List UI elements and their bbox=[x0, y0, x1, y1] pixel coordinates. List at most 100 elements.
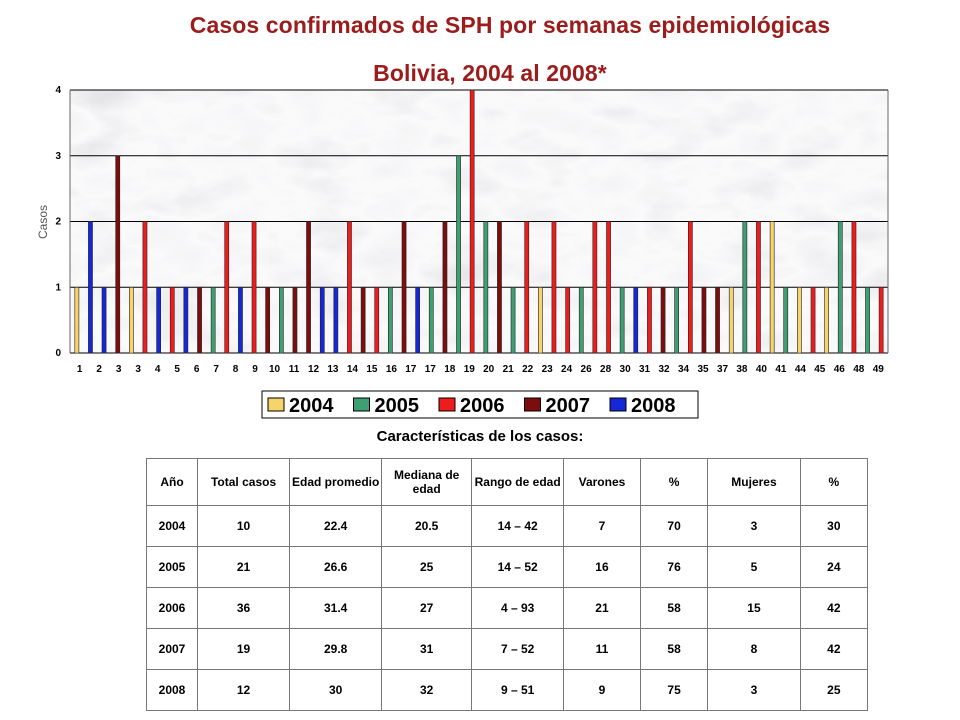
bar-2006 bbox=[524, 221, 530, 354]
table-row: 2008 12 30 32 9 – 51 9 75 3 25 bbox=[146, 669, 869, 711]
table-cell: 30 bbox=[289, 669, 383, 711]
table-cell: 25 bbox=[799, 669, 869, 711]
x-tick-label: 4 bbox=[155, 364, 161, 375]
bar-2008 bbox=[633, 286, 639, 354]
legend-label-2006: 2006 bbox=[460, 395, 505, 417]
x-tick-label: 5 bbox=[174, 364, 180, 375]
bar-2006 bbox=[169, 286, 175, 354]
table-cell: 20.5 bbox=[381, 505, 473, 547]
bar-2008 bbox=[415, 286, 421, 354]
x-tick-label: 12 bbox=[308, 364, 320, 375]
x-tick-label: 32 bbox=[658, 364, 670, 375]
table-cell: 36 bbox=[196, 587, 291, 629]
table-cell: 14 – 52 bbox=[471, 546, 565, 588]
table-header-cell: Total casos bbox=[196, 458, 291, 506]
bar-2005 bbox=[278, 286, 284, 354]
y-tick-label: 0 bbox=[55, 348, 61, 359]
bar-2006 bbox=[142, 221, 148, 354]
table-header-cell: Mujeres bbox=[707, 458, 801, 506]
bar-2005 bbox=[387, 286, 393, 354]
bar-2005 bbox=[428, 286, 434, 354]
bar-2004 bbox=[129, 286, 134, 354]
table-cell: 5 bbox=[707, 546, 801, 588]
bar-2008 bbox=[101, 286, 107, 354]
bar-2008 bbox=[319, 286, 325, 354]
table-cell: 26.6 bbox=[289, 546, 383, 588]
table-header-row: Año Total casos Edad promedio Mediana de ed… bbox=[146, 458, 869, 506]
table-cell: 24 bbox=[799, 546, 869, 588]
bar-2006 bbox=[347, 221, 352, 354]
gridlines bbox=[69, 89, 889, 354]
bar-2005 bbox=[865, 286, 870, 354]
legend-label-2004: 2004 bbox=[289, 395, 334, 417]
bar-2008 bbox=[88, 221, 93, 354]
bar-2007 bbox=[115, 155, 121, 354]
bar-2005 bbox=[483, 221, 489, 354]
table-cell: 8 bbox=[707, 628, 801, 670]
table-cell: 75 bbox=[639, 669, 709, 711]
bar-2007 bbox=[442, 221, 448, 354]
bar-2004 bbox=[728, 286, 734, 354]
bar-2006 bbox=[251, 221, 257, 354]
bar-2008 bbox=[156, 286, 162, 354]
legend-swatch-2008 bbox=[609, 397, 627, 412]
table-header-cell: Rango de edad bbox=[471, 458, 565, 506]
x-tick-label: 7 bbox=[213, 364, 219, 375]
bar-2007 bbox=[265, 286, 271, 354]
bar-2005 bbox=[619, 286, 625, 354]
bar-2006 bbox=[687, 221, 693, 354]
legend-label-2005: 2005 bbox=[375, 395, 420, 417]
bar-2006 bbox=[592, 221, 598, 354]
table-cell: 42 bbox=[799, 628, 869, 670]
x-tick-label: 17 bbox=[425, 364, 437, 375]
legend: 2004 2005 2006 2007 2008 bbox=[261, 390, 699, 419]
table-cell: 27 bbox=[381, 587, 473, 629]
table-row: 2005 21 26.6 25 14 – 52 16 76 5 24 bbox=[146, 546, 869, 588]
table-cell: 30 bbox=[799, 505, 869, 547]
table-row: 2007 19 29.8 31 7 – 52 11 58 8 42 bbox=[146, 628, 869, 670]
y-axis-label: Casos bbox=[36, 205, 50, 239]
bar-2007 bbox=[197, 286, 202, 354]
x-tick-label: 23 bbox=[542, 364, 554, 375]
x-tick-label: 13 bbox=[327, 364, 339, 375]
table-cell: 29.8 bbox=[289, 628, 383, 670]
bar-2006 bbox=[374, 286, 380, 354]
bar-2005 bbox=[578, 286, 584, 354]
table-cell: 42 bbox=[799, 587, 869, 629]
x-tick-label: 40 bbox=[756, 364, 768, 375]
x-tick-label: 46 bbox=[834, 364, 846, 375]
x-tick-label: 35 bbox=[697, 364, 709, 375]
y-tick-label: 3 bbox=[55, 151, 61, 162]
bar-2006 bbox=[565, 286, 570, 354]
legend-swatch-2004 bbox=[267, 397, 285, 412]
table-header-cell: % bbox=[639, 458, 709, 506]
table-cell: 31.4 bbox=[289, 587, 383, 629]
x-tick-label: 1 bbox=[77, 364, 83, 375]
table-row: 2006 36 31.4 27 4 – 93 21 58 15 42 bbox=[146, 587, 869, 629]
x-tick-label: 11 bbox=[289, 364, 300, 375]
bar-2005 bbox=[210, 286, 216, 354]
bar-2005 bbox=[456, 155, 461, 354]
chart-subtitle: Bolivia, 2004 al 2008* bbox=[373, 60, 607, 86]
table-header-cell: Mediana de edad bbox=[381, 458, 473, 506]
x-tick-label: 38 bbox=[736, 364, 748, 375]
bar-2006 bbox=[551, 221, 557, 354]
bar-2008 bbox=[333, 286, 339, 354]
x-tick-label: 45 bbox=[814, 364, 826, 375]
x-tick-label: 44 bbox=[795, 364, 807, 375]
table-header-cell: % bbox=[799, 458, 869, 506]
bar-2005 bbox=[837, 221, 843, 354]
table-cell: 9 – 51 bbox=[471, 669, 565, 711]
bar-2006 bbox=[810, 286, 816, 354]
x-tick-label: 41 bbox=[775, 364, 787, 375]
bar-2007 bbox=[660, 286, 666, 354]
bar-2006 bbox=[878, 286, 884, 354]
x-tick-label: 2 bbox=[96, 364, 102, 375]
x-tick-label: 14 bbox=[347, 364, 359, 375]
x-tick-label: 37 bbox=[717, 364, 729, 375]
characteristics-table: Año Total casos Edad promedio Mediana de ed… bbox=[146, 458, 869, 711]
bar-2008 bbox=[183, 286, 189, 354]
x-tick-label: 10 bbox=[269, 364, 281, 375]
table-cell: 3 bbox=[707, 669, 801, 711]
legend-label-2008: 2008 bbox=[631, 395, 676, 417]
